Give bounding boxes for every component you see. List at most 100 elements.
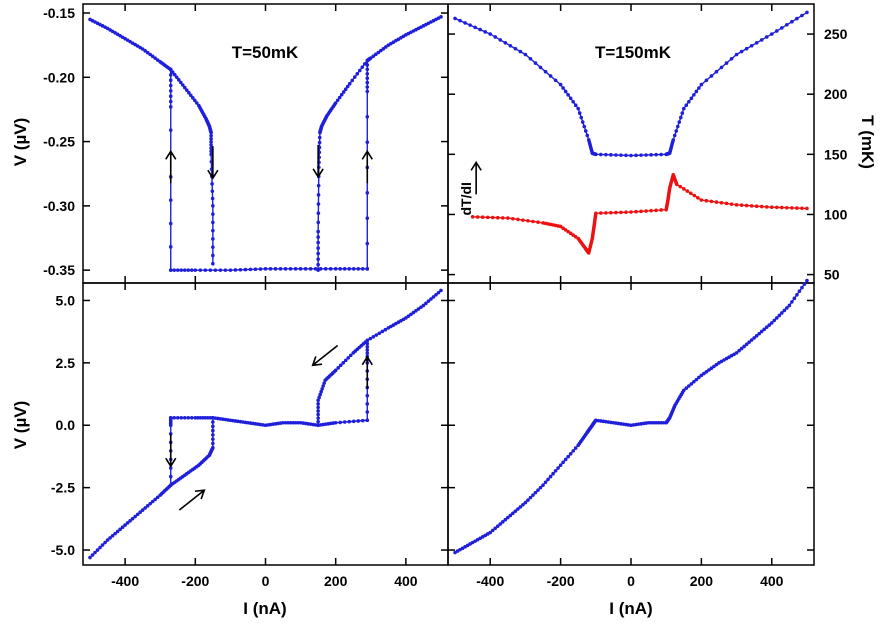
data-point (172, 72, 177, 77)
data-point (568, 96, 573, 101)
data-point (211, 441, 215, 446)
data-point (317, 140, 322, 145)
annotation-arrow (470, 160, 482, 195)
panel-bottom-left: -400 -200 0 200 400 -5.0 -2.5 0.0 2.5 5.0 (51, 282, 449, 589)
data-point (795, 292, 799, 297)
data-point (321, 384, 325, 388)
data-point (734, 52, 739, 57)
data-point (170, 70, 175, 74)
data-point (659, 208, 663, 212)
data-point (351, 267, 356, 271)
data-point (209, 137, 213, 141)
data-point (95, 548, 100, 552)
data-point (434, 292, 438, 297)
data-point (362, 62, 367, 66)
data-point (521, 218, 525, 222)
data-point (365, 140, 370, 144)
data-point (351, 419, 356, 424)
data-point (805, 10, 809, 15)
data-point (182, 415, 187, 420)
data-point (697, 375, 701, 380)
data-series (168, 415, 370, 428)
x-tick-label: 200 (324, 573, 348, 589)
data-point (153, 497, 157, 502)
annotation-arrow (165, 149, 177, 184)
data-point (639, 209, 643, 214)
data-point (218, 268, 223, 272)
data-point (495, 215, 500, 220)
data-point (503, 41, 508, 45)
data-point (558, 463, 563, 467)
series-line (454, 280, 808, 554)
data-point (168, 78, 173, 83)
data-point (228, 268, 233, 272)
data-point (186, 268, 191, 272)
data-point (339, 92, 344, 97)
data-point (513, 46, 518, 51)
data-point (352, 75, 357, 79)
data-point (338, 420, 343, 425)
data-point (634, 209, 638, 214)
data-point (211, 428, 215, 433)
data-point (802, 282, 807, 286)
data-point (609, 210, 613, 215)
data-point (774, 316, 779, 320)
data-point (777, 313, 782, 318)
data-point (541, 483, 545, 487)
data-point (528, 495, 533, 500)
y-tick-label: 5.0 (56, 292, 76, 308)
data-point (704, 198, 709, 203)
data-point (580, 120, 585, 124)
data-point (201, 415, 205, 420)
data-point (316, 257, 320, 261)
data-point (548, 74, 553, 78)
data-point (644, 209, 648, 213)
data-point (571, 99, 575, 104)
data-point (692, 379, 696, 384)
data-point (143, 49, 147, 53)
data-point (790, 206, 794, 210)
data-point (288, 267, 293, 271)
data-point (805, 206, 809, 211)
data-point (678, 184, 683, 189)
data-point (184, 88, 189, 92)
data-point (258, 267, 263, 271)
data-point (338, 267, 343, 271)
data-point (347, 267, 352, 271)
data-point (764, 35, 769, 39)
data-point (347, 81, 352, 86)
data-point (123, 523, 127, 527)
data-point (316, 240, 320, 245)
data-point (211, 424, 215, 429)
data-point (150, 54, 155, 59)
data-point (561, 226, 565, 230)
data-point (614, 153, 618, 157)
data-point (108, 536, 112, 540)
data-point (576, 106, 581, 111)
data-point (795, 206, 799, 210)
data-point (436, 290, 441, 295)
data-point (493, 35, 498, 39)
data-point (704, 369, 709, 374)
data-point (744, 46, 749, 51)
data-point (365, 338, 370, 343)
data-point (769, 205, 774, 210)
data-point (213, 268, 218, 272)
data-point (568, 231, 573, 236)
y-tick-label: -0.30 (43, 198, 75, 214)
data-point (714, 200, 719, 204)
data-point (675, 124, 680, 129)
data-point (543, 480, 548, 485)
data-point (729, 202, 734, 206)
data-point (286, 420, 290, 425)
data-series (168, 267, 370, 272)
data-point (374, 333, 379, 337)
data-point (360, 418, 365, 423)
data-point (712, 364, 716, 369)
data-point (365, 89, 370, 94)
y-axis-title-bottom-left: V (µV) (11, 401, 30, 450)
data-point (303, 267, 308, 271)
data-point (384, 45, 388, 49)
x-axis-title-bottom-left: I (nA) (243, 599, 286, 618)
data-point (110, 533, 115, 538)
